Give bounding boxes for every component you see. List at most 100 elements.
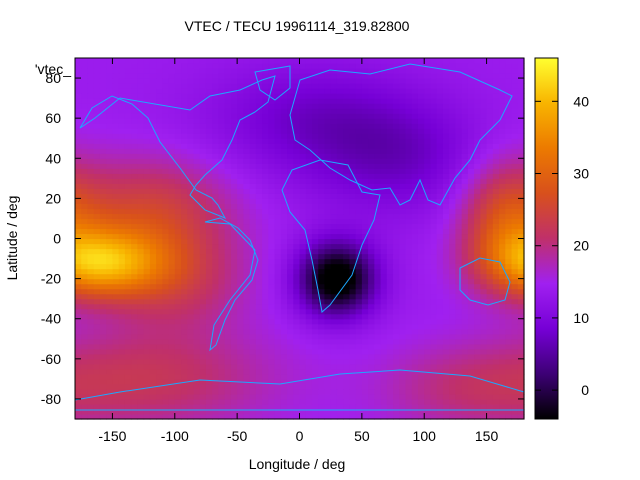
heatmap-cell: [212, 188, 220, 194]
heatmap-cell: [505, 88, 513, 94]
heatmap-cell: [386, 173, 394, 179]
heatmap-cell: [343, 328, 350, 335]
heatmap-cell: [249, 398, 257, 405]
heatmap-cell: [131, 328, 138, 335]
heatmap-cell: [224, 403, 232, 410]
heatmap-cell: [499, 178, 506, 184]
heatmap-cell: [505, 243, 513, 250]
heatmap-cell: [118, 358, 126, 365]
heatmap-cell: [461, 183, 469, 189]
heatmap-cell: [81, 248, 89, 255]
heatmap-cell: [143, 138, 151, 144]
heatmap-cell: [262, 173, 269, 179]
heatmap-cell: [249, 98, 257, 104]
heatmap-cell: [262, 358, 269, 365]
heatmap-cell: [461, 138, 469, 144]
heatmap-cell: [505, 383, 513, 390]
heatmap-cell: [305, 153, 313, 159]
heatmap-cell: [224, 263, 232, 270]
heatmap-cell: [243, 193, 251, 199]
heatmap-cell: [124, 133, 132, 139]
heatmap-cell: [474, 338, 481, 345]
heatmap-cell: [424, 163, 432, 169]
heatmap-cell: [330, 293, 338, 300]
heatmap-cell: [368, 408, 375, 415]
heatmap-cell: [268, 193, 276, 199]
heatmap-cell: [131, 248, 138, 255]
heatmap-cell: [162, 353, 170, 360]
heatmap-cell: [324, 278, 332, 285]
heatmap-cell: [280, 103, 288, 109]
heatmap-cell: [112, 333, 120, 340]
heatmap-cell: [380, 258, 388, 265]
heatmap-cell: [511, 313, 519, 320]
heatmap-cell: [205, 338, 213, 345]
heatmap-cell: [492, 233, 500, 240]
heatmap-cell: [374, 123, 382, 129]
heatmap-cell: [268, 248, 276, 255]
heatmap-cell: [118, 338, 126, 345]
heatmap-cell: [212, 128, 220, 134]
heatmap-cell: [486, 198, 494, 204]
heatmap-cell: [224, 118, 232, 124]
heatmap-cell: [293, 408, 301, 415]
heatmap-cell: [87, 193, 95, 199]
heatmap-cell: [511, 353, 519, 360]
heatmap-cell: [174, 268, 182, 275]
heatmap-cell: [287, 318, 294, 325]
heatmap-cell: [517, 208, 525, 215]
heatmap-cell: [324, 263, 332, 270]
heatmap-cell: [143, 338, 151, 345]
heatmap-cell: [499, 338, 506, 345]
heatmap-cell: [99, 338, 107, 345]
heatmap-cell: [124, 78, 132, 84]
heatmap-cell: [361, 273, 369, 280]
heatmap-cell: [262, 108, 269, 114]
heatmap-cell: [255, 338, 263, 345]
heatmap-cell: [124, 333, 132, 340]
heatmap-cell: [511, 318, 519, 325]
heatmap-cell: [274, 223, 282, 230]
heatmap-cell: [361, 343, 369, 350]
heatmap-cell: [499, 273, 506, 280]
heatmap-cell: [374, 248, 382, 255]
heatmap-cell: [99, 178, 107, 184]
heatmap-cell: [143, 293, 151, 300]
heatmap-cell: [368, 378, 375, 385]
heatmap-cell: [218, 308, 226, 315]
heatmap-cell: [380, 368, 388, 375]
heatmap-cell: [187, 293, 195, 300]
heatmap-cell: [174, 213, 182, 220]
heatmap-cell: [75, 128, 82, 134]
heatmap-cell: [249, 148, 257, 154]
heatmap-cell: [505, 188, 513, 194]
heatmap-cell: [436, 108, 444, 114]
heatmap-cell: [511, 118, 519, 124]
heatmap-cell: [149, 368, 157, 375]
heatmap-cell: [87, 173, 95, 179]
heatmap-cell: [442, 378, 450, 385]
heatmap-cell: [461, 293, 469, 300]
heatmap-cell: [505, 138, 513, 144]
heatmap-cell: [511, 83, 519, 89]
heatmap-cell: [93, 93, 101, 99]
heatmap-cell: [237, 138, 244, 144]
heatmap-cell: [349, 223, 357, 230]
heatmap-cell: [442, 358, 450, 365]
heatmap-cell: [386, 158, 394, 164]
heatmap-cell: [212, 293, 220, 300]
heatmap-cell: [318, 368, 326, 375]
heatmap-cell: [205, 98, 213, 104]
heatmap-cell: [218, 268, 226, 275]
heatmap-cell: [380, 133, 388, 139]
heatmap-cell: [99, 308, 107, 315]
heatmap-cell: [293, 288, 301, 295]
heatmap-cell: [118, 413, 126, 420]
heatmap-cell: [187, 173, 195, 179]
heatmap-cell: [492, 198, 500, 204]
heatmap-cell: [299, 198, 307, 204]
heatmap-cell: [461, 203, 469, 210]
heatmap-cell: [424, 323, 432, 330]
heatmap-cell: [318, 408, 326, 415]
heatmap-cell: [449, 358, 457, 365]
